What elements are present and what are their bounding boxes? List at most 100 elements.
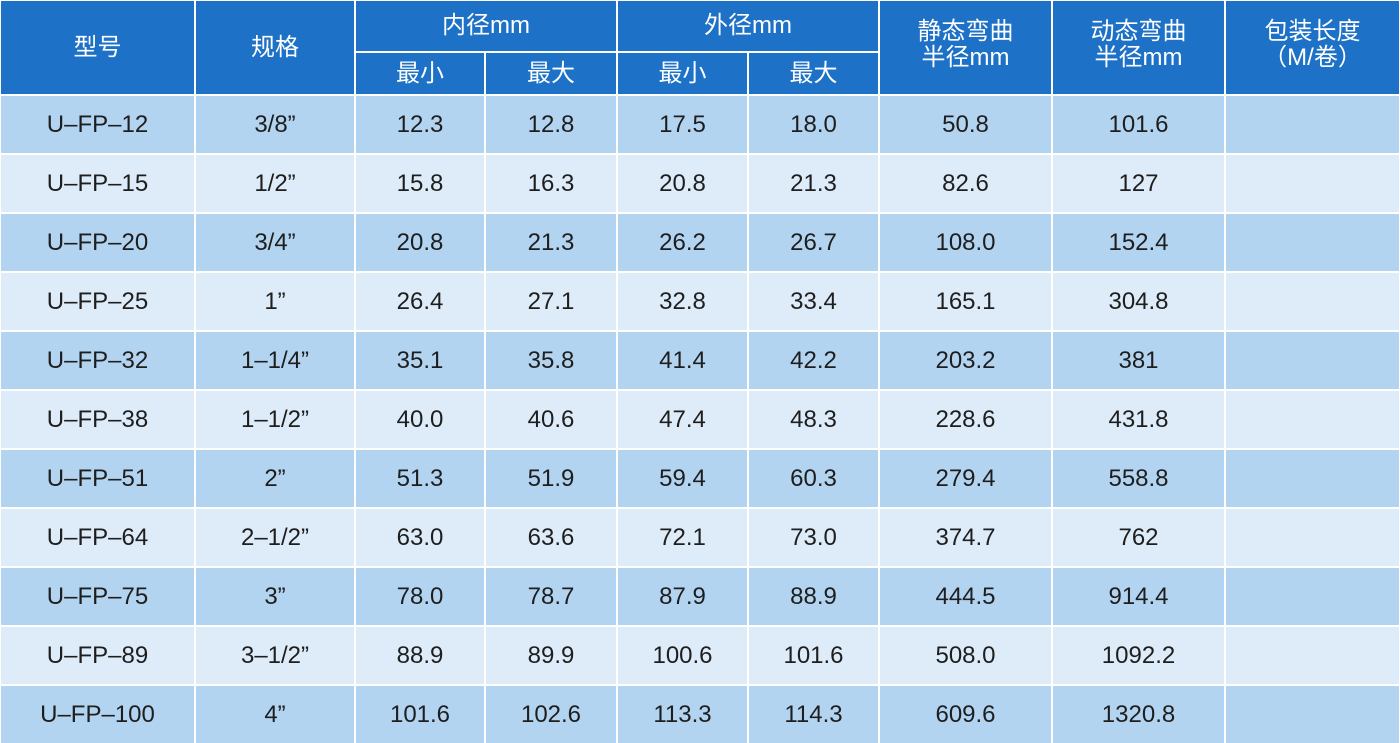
table-cell: 63.6	[485, 508, 617, 567]
table-cell: 1092.2	[1052, 626, 1225, 685]
table-cell: 40.0	[355, 390, 485, 449]
header-group: 外径mm	[617, 0, 879, 52]
table-cell: 59.4	[617, 449, 748, 508]
header-sub: 最小	[617, 52, 748, 95]
table-cell: U–FP–25	[0, 272, 195, 331]
table-cell: 3/8”	[195, 95, 355, 154]
table-cell: U–FP–20	[0, 213, 195, 272]
cell-text: 35.8	[527, 346, 575, 374]
cell-text: 12.3	[396, 110, 444, 138]
table-cell: 33.4	[748, 272, 879, 331]
cell-text: 最大	[527, 59, 575, 87]
table-cell: 51.9	[485, 449, 617, 508]
table-cell: 50.8	[879, 95, 1052, 154]
cell-text: 4”	[264, 700, 286, 728]
table-cell: 78.0	[355, 567, 485, 626]
cell-text: 381	[1118, 346, 1159, 374]
cell-text: 762	[1118, 523, 1159, 551]
cell-text: 17.5	[659, 110, 706, 138]
cell-text: 外径mm	[704, 12, 792, 39]
table-cell: 21.3	[485, 213, 617, 272]
table-cell: 87.9	[617, 567, 748, 626]
cell-text: 1/2”	[254, 169, 296, 197]
cell-text: 113.3	[653, 700, 712, 728]
table-cell: 914.4	[1052, 567, 1225, 626]
cell-text: 最大	[789, 59, 838, 87]
table-cell: 3–1/2”	[195, 626, 355, 685]
cell-text: 18.0	[790, 110, 837, 138]
table-cell: 374.7	[879, 508, 1052, 567]
table-cell: 88.9	[748, 567, 879, 626]
cell-text: 558.8	[1108, 464, 1169, 492]
cell-text: （M/卷）	[1263, 44, 1362, 71]
cell-text: 16.3	[527, 169, 575, 197]
table-cell	[1225, 567, 1400, 626]
cell-text: 15.8	[396, 169, 444, 197]
table-cell: 108.0	[879, 213, 1052, 272]
cell-text: 102.6	[520, 700, 582, 728]
cell-text: 100.6	[652, 641, 713, 669]
cell-text: 2”	[264, 464, 286, 492]
table-cell	[1225, 626, 1400, 685]
table-cell: 42.2	[748, 331, 879, 390]
cell-text: 114.3	[784, 700, 843, 728]
cell-text: 88.9	[396, 641, 444, 669]
header-cell: 动态弯曲 半径mm	[1052, 0, 1225, 95]
table-cell: 1–1/2”	[195, 390, 355, 449]
cell-text: U–FP–51	[46, 464, 149, 492]
cell-text: 41.4	[659, 346, 706, 374]
table-cell: 228.6	[879, 390, 1052, 449]
table-cell: U–FP–12	[0, 95, 195, 154]
table-cell: 4”	[195, 685, 355, 743]
table-cell: 101.6	[1052, 95, 1225, 154]
table-cell: 165.1	[879, 272, 1052, 331]
cell-text: 3–1/2”	[240, 641, 310, 669]
table-cell: 101.6	[355, 685, 485, 743]
cell-text: 108.0	[935, 228, 996, 256]
cell-text: 3/4”	[254, 228, 296, 256]
cell-text: 32.8	[659, 287, 706, 315]
table-cell	[1225, 272, 1400, 331]
table-cell: 102.6	[485, 685, 617, 743]
cell-text: 27.1	[527, 287, 575, 315]
cell-text: 152.4	[1108, 228, 1169, 256]
table-cell: 3”	[195, 567, 355, 626]
table-cell: 78.7	[485, 567, 617, 626]
header-sub: 最小	[355, 52, 485, 95]
table-cell: 431.8	[1052, 390, 1225, 449]
table-cell: U–FP–75	[0, 567, 195, 626]
header-sub: 最大	[485, 52, 617, 95]
cell-text: 101.6	[783, 641, 844, 669]
table-cell	[1225, 390, 1400, 449]
table-cell: 35.1	[355, 331, 485, 390]
cell-text: 1320.8	[1101, 700, 1176, 728]
cell-text: 228.6	[935, 405, 996, 433]
cell-text: 3/8”	[254, 110, 296, 138]
table-cell: 26.2	[617, 213, 748, 272]
table-cell	[1225, 331, 1400, 390]
table-cell: U–FP–100	[0, 685, 195, 743]
cell-text: U–FP–100	[40, 700, 155, 728]
table-cell: 63.0	[355, 508, 485, 567]
cell-text: 374.7	[935, 523, 996, 551]
table-cell: 203.2	[879, 331, 1052, 390]
cell-text: 26.4	[396, 287, 444, 315]
table-cell: U–FP–15	[0, 154, 195, 213]
table-cell: 1320.8	[1052, 685, 1225, 743]
table-cell: 41.4	[617, 331, 748, 390]
table-cell	[1225, 685, 1400, 743]
table-cell: 60.3	[748, 449, 879, 508]
table-cell: 2”	[195, 449, 355, 508]
cell-text: 12.8	[527, 110, 575, 138]
table-cell	[1225, 508, 1400, 567]
cell-text: 444.5	[935, 582, 996, 610]
table-cell: 82.6	[879, 154, 1052, 213]
table-cell: 48.3	[748, 390, 879, 449]
cell-text: 165.1	[935, 287, 996, 315]
cell-text: U–FP–20	[46, 228, 149, 256]
table-cell: 381	[1052, 331, 1225, 390]
cell-text: 51.3	[396, 464, 444, 492]
cell-text: 20.8	[396, 228, 444, 256]
table-cell: 3/4”	[195, 213, 355, 272]
